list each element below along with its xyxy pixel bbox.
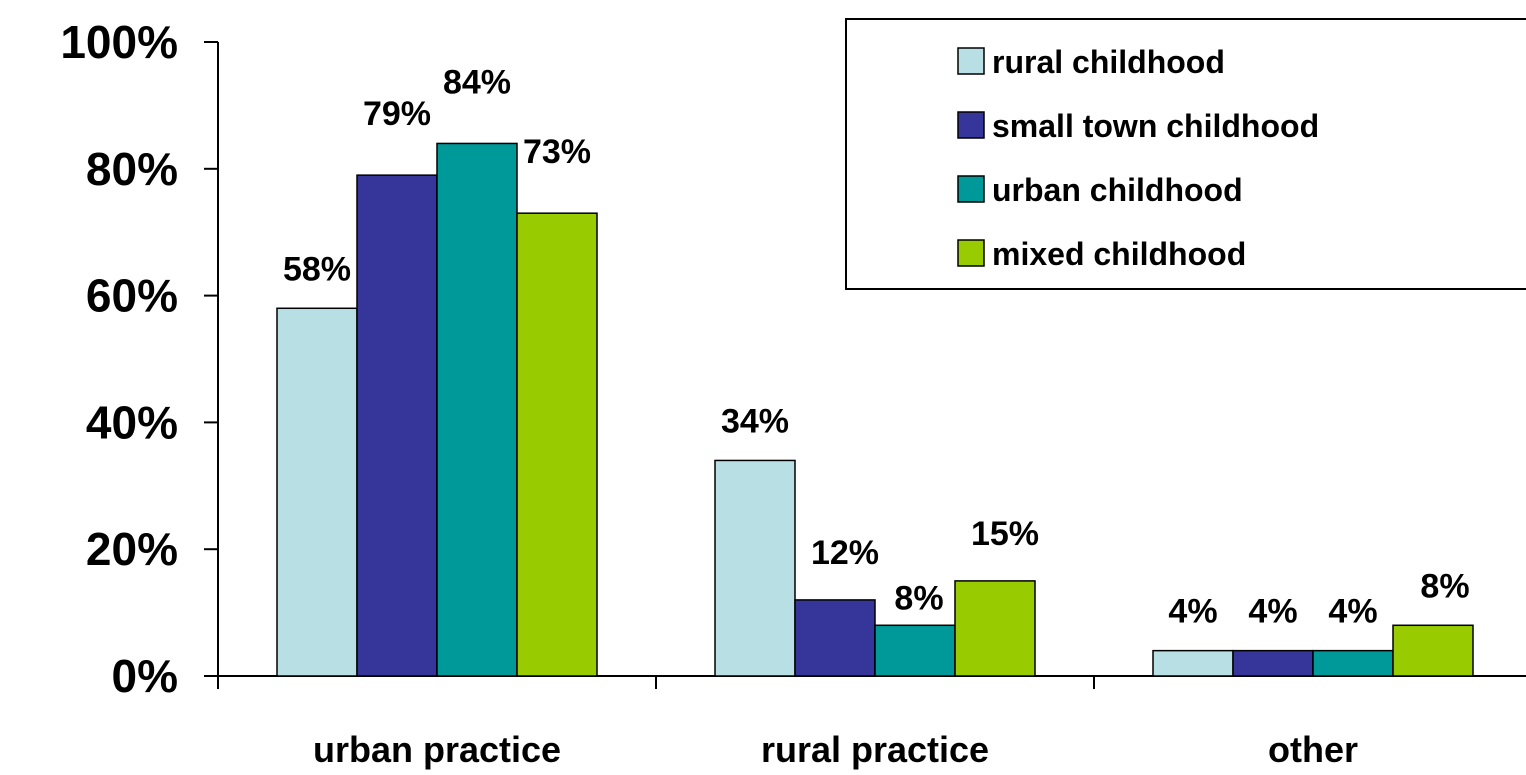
- data-label: 4%: [1328, 593, 1377, 631]
- y-tick-label: 40%: [86, 396, 178, 448]
- bar: [276, 307, 358, 677]
- legend-swatch: [957, 111, 985, 139]
- legend: rural childhood small town childhood urban…: [845, 18, 1526, 290]
- data-label: 8%: [1420, 567, 1469, 605]
- legend-label: rural childhood: [992, 44, 1225, 80]
- bar: [1152, 649, 1234, 677]
- legend-swatch: [957, 175, 985, 203]
- bar: [1232, 649, 1314, 677]
- data-label: 73%: [523, 133, 591, 171]
- bar: [1312, 649, 1394, 677]
- y-tick-label: 0%: [112, 650, 178, 702]
- legend-label: small town childhood: [992, 108, 1319, 144]
- data-label: 15%: [971, 515, 1039, 553]
- data-label: 4%: [1168, 593, 1217, 631]
- data-label: 84%: [443, 63, 511, 101]
- legend-label: mixed childhood: [992, 236, 1246, 272]
- bar: [954, 580, 1036, 677]
- bar: [436, 142, 518, 677]
- data-label: 58%: [283, 250, 351, 288]
- legend-label: urban childhood: [992, 172, 1243, 208]
- bar: [874, 624, 956, 677]
- x-tick-label: other: [1268, 729, 1358, 770]
- y-tick-label: 100%: [60, 16, 178, 68]
- y-tick-label: 20%: [86, 523, 178, 575]
- x-tick-label: urban practice: [313, 729, 561, 770]
- bar: [714, 459, 796, 677]
- legend-swatch: [957, 239, 985, 267]
- data-label: 34%: [721, 402, 789, 440]
- data-label: 79%: [363, 95, 431, 133]
- y-tick-label: 80%: [86, 143, 178, 195]
- legend-swatch: [957, 47, 985, 75]
- bars: [276, 142, 1474, 677]
- data-label: 12%: [811, 534, 879, 572]
- bar: [356, 174, 438, 677]
- x-tick-label: rural practice: [761, 729, 989, 770]
- bar: [1392, 624, 1474, 677]
- axes: 0% 20% 40% 60% 80% 100% urban practice rural pr…: [60, 16, 1526, 770]
- data-label: 4%: [1248, 593, 1297, 631]
- bar: [516, 212, 598, 677]
- y-tick-label: 60%: [86, 270, 178, 322]
- data-labels: 58% 79% 84% 73% 34% 12% 8% 15% 4% 4% 4% 8%: [283, 63, 1470, 630]
- data-label: 8%: [894, 579, 943, 617]
- bar: [794, 599, 876, 677]
